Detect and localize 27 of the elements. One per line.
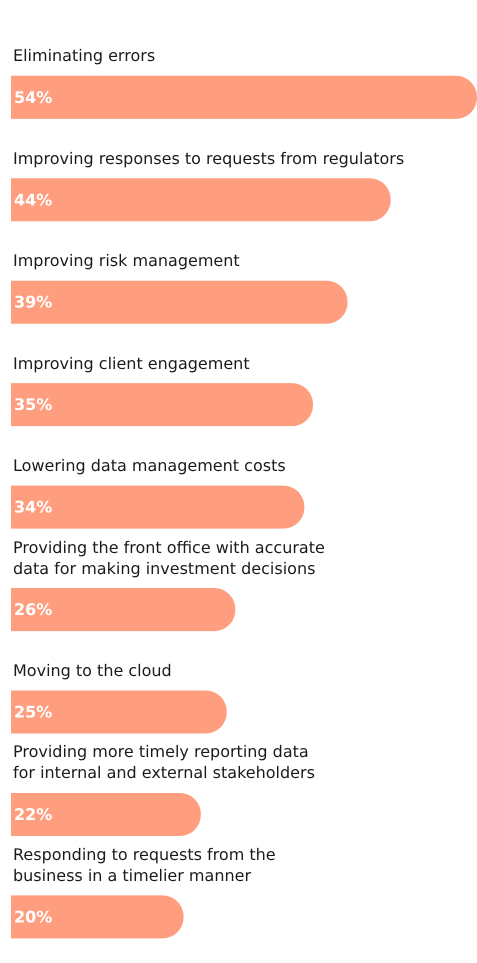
y-tick-label: Providing more timely reporting data for internal and external stakeholders xyxy=(13,742,315,782)
data-label: 34% xyxy=(14,498,52,517)
y-tick-label: Lowering data management costs xyxy=(13,456,286,475)
data-label: 25% xyxy=(14,702,52,722)
y-tick-label: Improving responses to requests from regulators xyxy=(13,149,404,168)
y-tick-label: Improving risk management xyxy=(13,251,240,270)
data-label: 26% xyxy=(14,600,52,620)
bar xyxy=(11,895,184,938)
data-label: 44% xyxy=(14,190,52,210)
bar xyxy=(11,690,227,734)
bar xyxy=(11,792,201,836)
data-label: 22% xyxy=(14,804,52,824)
y-tick-label: Providing the front office with accurate data for making investment decisions xyxy=(13,538,325,578)
y-tick-label: Improving client engagement xyxy=(13,354,250,373)
bar xyxy=(11,383,314,426)
data-label: 54% xyxy=(14,88,52,107)
bar xyxy=(11,76,477,119)
data-label: 20% xyxy=(14,907,52,926)
y-tick-label: Moving to the cloud xyxy=(13,661,172,680)
bar xyxy=(11,486,304,529)
y-tick-label: Eliminating errors xyxy=(13,46,156,65)
data-label: 35% xyxy=(14,395,52,414)
y-tick-label: Responding to requests from the business in a timelier manner xyxy=(13,845,276,885)
bar xyxy=(11,178,391,222)
bar xyxy=(11,588,236,632)
data-label: 39% xyxy=(14,292,52,312)
bar xyxy=(11,280,348,324)
